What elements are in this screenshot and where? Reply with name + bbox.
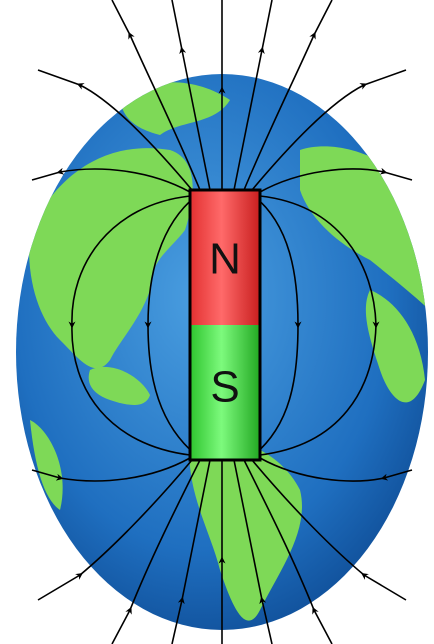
bar-magnet: N S [188, 188, 262, 462]
north-label: N [209, 235, 241, 284]
south-label: S [210, 363, 239, 412]
field-lines [31, 0, 413, 644]
south-pole [190, 325, 260, 460]
north-pole [190, 190, 260, 325]
magnet-outline [188, 188, 262, 462]
